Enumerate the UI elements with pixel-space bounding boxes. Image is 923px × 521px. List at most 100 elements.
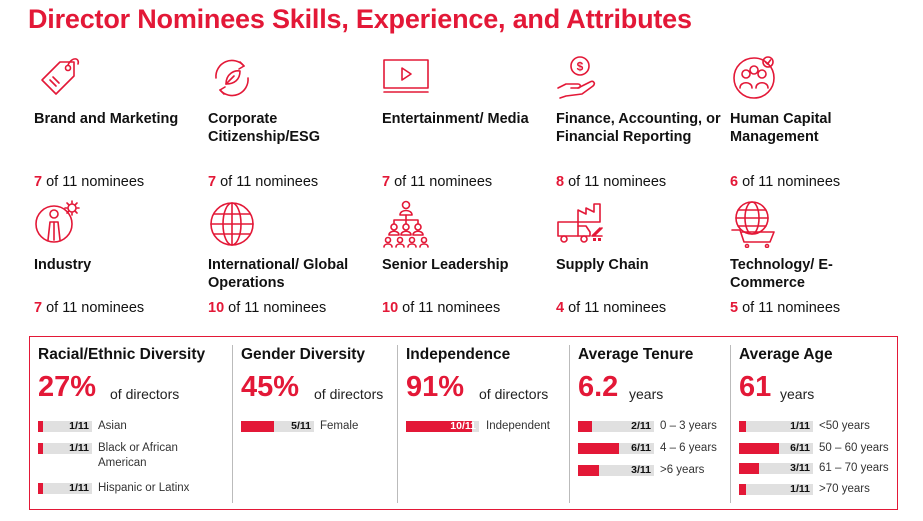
stat-bar-row: 10/11 Independent <box>406 419 596 435</box>
skill-count: 10 of 11 nominees <box>382 300 501 316</box>
section-stat: 45% <box>241 371 300 403</box>
divider <box>232 345 233 503</box>
stat-bar-fill <box>739 421 746 432</box>
stat-bar-label: <50 years <box>819 420 870 432</box>
skill-count: 7 of 11 nominees <box>208 174 319 190</box>
video-player-icon <box>383 59 429 93</box>
stat-bar-row: 1/11 Hispanic or Latinx <box>38 481 208 497</box>
stat-bar-row: 3/11 >6 years <box>578 463 770 479</box>
section-unit: of directors <box>479 386 549 402</box>
stat-bar-track: 6/11 <box>739 442 813 454</box>
stat-bar-value: 5/11 <box>291 420 311 432</box>
racial-diversity-section: Racial/Ethnic Diversity 27% of directors… <box>30 337 232 511</box>
stat-bar-row: 2/11 0 – 3 years <box>578 419 770 435</box>
section-unit: years <box>780 386 815 402</box>
stat-bar-track: 10/11 <box>406 420 479 432</box>
stat-bar-fill <box>739 443 779 454</box>
stat-bar-value: 6/11 <box>790 442 810 454</box>
stat-bar-track: 2/11 <box>578 420 654 432</box>
section-unit: of directors <box>110 386 180 402</box>
divider <box>569 345 570 503</box>
people-group-icon <box>733 56 775 99</box>
stat-bar-value: 6/11 <box>631 442 651 454</box>
stat-bar-track: 1/11 <box>38 482 92 494</box>
stat-bar-value: 1/11 <box>69 442 89 454</box>
gender-diversity-section: Gender Diversity 45% of directors 5/11 Fe… <box>233 337 397 511</box>
stat-bar-fill <box>739 463 759 474</box>
skill-label: Finance, Accounting, or Financial Report… <box>556 111 721 145</box>
stat-bar-fill <box>739 484 746 495</box>
recycle-leaf-icon <box>215 59 249 97</box>
skill-label: International/ Global Operations <box>208 257 349 291</box>
stat-bar-row: 5/11 Female <box>241 419 430 435</box>
skill-count: 7 of 11 nominees <box>34 300 145 316</box>
stat-bar-track: 1/11 <box>739 483 813 495</box>
stat-bar-label: >6 years <box>660 464 705 476</box>
svg-text:$: $ <box>577 60 584 74</box>
skill-label: Corporate Citizenship/ESG <box>208 111 320 145</box>
stat-bar-row: 1/11 Asian <box>38 419 208 435</box>
section-unit: years <box>629 386 664 402</box>
hand-dollar-icon: $ <box>557 56 596 99</box>
skill-count: 6 of 11 nominees <box>730 174 841 190</box>
stat-bar-fill <box>241 421 274 432</box>
stat-bar-label: 50 – 60 years <box>819 442 889 454</box>
skill-count: 7 of 11 nominees <box>34 174 145 190</box>
skill-label: Entertainment/ Media <box>382 111 529 127</box>
skills-grid: Brand and Marketing 7 of 11 nominees Cor… <box>34 54 914 324</box>
skill-count: 5 of 11 nominees <box>730 300 841 316</box>
stat-bar-value: 1/11 <box>69 482 89 494</box>
person-gear-icon <box>35 200 80 243</box>
org-chart-icon <box>383 200 429 248</box>
stat-bar-label: Female <box>320 420 359 432</box>
section-heading: Average Age <box>739 346 833 363</box>
section-heading: Gender Diversity <box>241 346 366 363</box>
stat-bar-track: 5/11 <box>241 420 314 432</box>
independence-section: Independence 91% of directors 10/11 Indep… <box>398 337 569 511</box>
stat-bar-fill <box>38 483 43 494</box>
skill-label: Supply Chain <box>556 257 649 273</box>
stat-bar-row: 6/11 4 – 6 years <box>578 441 770 457</box>
diversity-panel: Racial/Ethnic Diversity 27% of directors… <box>29 336 898 510</box>
stat-bar-fill <box>38 421 43 432</box>
page-title: Director Nominees Skills, Experience, an… <box>28 4 692 34</box>
divider <box>730 345 731 503</box>
section-stat: 61 <box>739 371 772 403</box>
section-heading: Independence <box>406 346 511 363</box>
stat-bar-label: 61 – 70 years <box>819 462 889 474</box>
stat-bar-label: Hispanic or Latinx <box>98 482 190 494</box>
stat-bar-row: 6/11 50 – 60 years <box>739 441 923 457</box>
stat-bar-fill <box>578 443 619 454</box>
stat-bar-label: 4 – 6 years <box>660 442 717 454</box>
globe-cart-icon <box>731 201 775 248</box>
stat-bar-fill <box>38 443 43 454</box>
globe-icon <box>210 202 254 246</box>
stat-bar-row: 3/11 61 – 70 years <box>739 461 923 477</box>
stat-bar-row: 1/11 <50 years <box>739 419 923 435</box>
age-section: Average Age 61 years 1/11 <50 years 6/11 50… <box>731 337 897 511</box>
section-stat: 6.2 <box>578 371 619 403</box>
skill-label: Senior Leadership <box>382 257 509 273</box>
skill-count: 7 of 11 nominees <box>382 174 493 190</box>
section-unit: of directors <box>314 386 384 402</box>
price-tag-icon <box>41 58 80 95</box>
stat-bar-label: Independent <box>486 420 550 432</box>
stat-bar-value: 1/11 <box>69 420 89 432</box>
stat-bar-value: 3/11 <box>790 462 810 474</box>
stat-bar-value: 1/11 <box>790 420 810 432</box>
stat-bar-track: 3/11 <box>739 462 813 474</box>
skill-count: 4 of 11 nominees <box>556 300 667 316</box>
stat-bar-track: 3/11 <box>578 464 654 476</box>
stat-bar-value: 1/11 <box>790 483 810 495</box>
stat-bar-label: Black or African American <box>98 442 178 469</box>
stat-bar-value: 10/11 <box>450 420 476 432</box>
section-heading: Average Tenure <box>578 346 694 363</box>
factory-truck-icon <box>557 203 603 243</box>
stat-bar-track: 1/11 <box>739 420 813 432</box>
stat-bar-row: 1/11 Black or African American <box>38 441 208 469</box>
stat-bar-label: >70 years <box>819 483 870 495</box>
skill-count: 8 of 11 nominees <box>556 174 667 190</box>
skill-label: Industry <box>34 257 92 273</box>
section-heading: Racial/Ethnic Diversity <box>38 346 206 363</box>
stat-bar-value: 3/11 <box>631 464 651 476</box>
